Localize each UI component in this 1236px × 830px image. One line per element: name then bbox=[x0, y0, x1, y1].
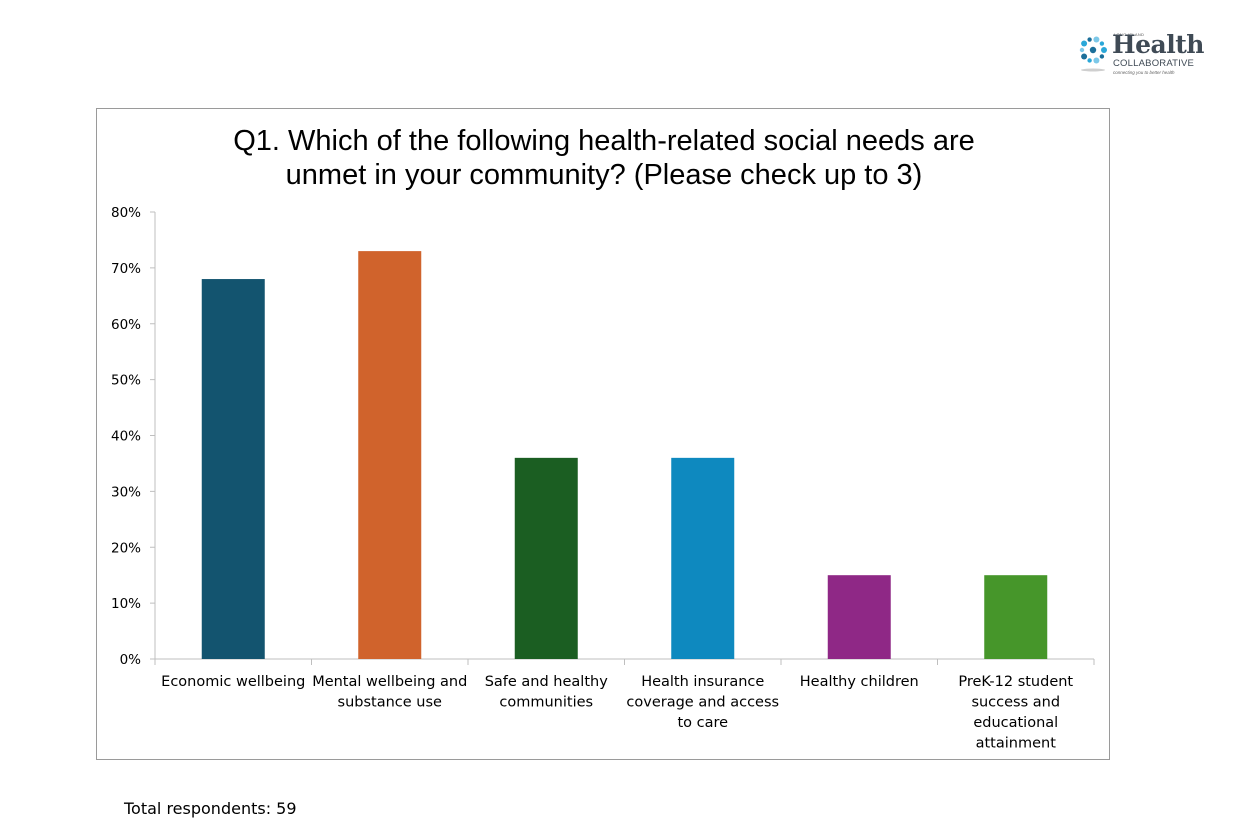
logo-burst-dot bbox=[1099, 54, 1105, 59]
x-category-label: Mental wellbeing and substance use bbox=[312, 674, 467, 711]
x-category-label: Economic wellbeing bbox=[161, 674, 305, 690]
chart-title-line-2: unmet in your community? (Please check u… bbox=[286, 159, 923, 191]
bar-2 bbox=[358, 251, 422, 660]
logo-burst-center bbox=[1089, 46, 1097, 54]
plot-area: 0% 10% 20% 30% 40% 50% 60% 70% 80% Economic wellb… bbox=[111, 205, 1095, 752]
bar-6 bbox=[984, 575, 1048, 659]
total-respondents: Total respondents: 59 bbox=[124, 799, 297, 818]
logo-burst-dot bbox=[1081, 53, 1088, 60]
y-tick-label: 70% bbox=[111, 261, 141, 277]
x-category-label: Health insurance coverage and access to ca… bbox=[626, 674, 779, 731]
logo-burst-dot bbox=[1101, 47, 1107, 53]
y-tick-label: 60% bbox=[111, 317, 141, 333]
y-tick-label: 50% bbox=[111, 373, 141, 389]
y-tick-label: 0% bbox=[120, 652, 142, 668]
logo-burst-dot bbox=[1087, 58, 1092, 63]
logo-burst-dot bbox=[1099, 41, 1105, 46]
bar-3 bbox=[514, 457, 578, 659]
x-category-label: Healthy children bbox=[800, 674, 919, 690]
x-category-label: PreK-12 student success and educational att… bbox=[958, 674, 1073, 752]
logo-burst-dot bbox=[1087, 37, 1092, 42]
y-tick-label: 30% bbox=[111, 484, 141, 500]
collaborative-logo: LONG ISLAND Health COLLABORATIVE connect… bbox=[1076, 30, 1206, 80]
logo-burst-dot bbox=[1093, 57, 1100, 64]
bar-1 bbox=[201, 279, 265, 659]
logo-burst-dot bbox=[1093, 36, 1100, 43]
y-tick-label: 40% bbox=[111, 429, 141, 445]
bar-4 bbox=[671, 457, 735, 659]
y-tick-label: 10% bbox=[111, 596, 141, 612]
logo-shadow bbox=[1081, 68, 1105, 72]
logo-word: Health bbox=[1112, 30, 1204, 59]
bar-5 bbox=[827, 575, 891, 659]
logo-tagline: connecting you to better health bbox=[1113, 70, 1175, 75]
logo-subtitle: COLLABORATIVE bbox=[1113, 58, 1195, 69]
logo-burst-icon bbox=[1079, 36, 1107, 72]
y-tick-label: 20% bbox=[111, 540, 141, 556]
logo-top-text: LONG ISLAND bbox=[1114, 32, 1145, 37]
chart-frame: Q1. Which of the following health-relate… bbox=[96, 108, 1110, 760]
chart-title-line-1: Q1. Which of the following health-relate… bbox=[233, 125, 975, 157]
logo-burst-dot bbox=[1079, 47, 1085, 53]
logo-burst-dot bbox=[1081, 40, 1088, 47]
bar-chart: Q1. Which of the following health-relate… bbox=[111, 125, 1095, 752]
y-tick-label: 80% bbox=[111, 205, 141, 221]
x-category-label: Safe and healthy communities bbox=[485, 674, 609, 711]
